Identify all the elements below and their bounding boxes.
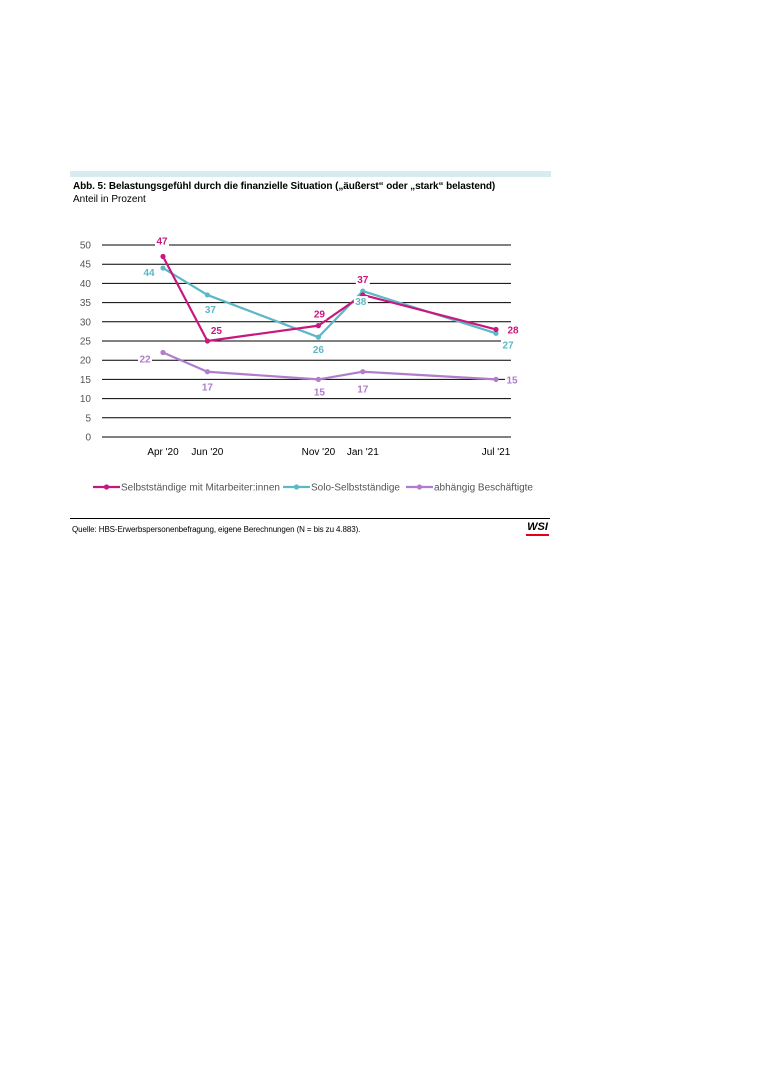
footer-rule [70,518,550,519]
x-tick-label: Jun '20 [191,447,223,458]
data-label: 15 [506,375,518,386]
y-tick-label: 30 [80,317,92,328]
grid-lines [102,244,511,438]
data-label: 25 [211,326,223,337]
data-label-bg [505,374,519,386]
logo-text: WSI [527,521,548,533]
data-label-bg [200,381,215,393]
legend-marker [293,484,300,490]
data-label: 37 [205,305,217,316]
header-band [70,171,551,177]
series-line [162,351,497,381]
series-lines [160,253,499,382]
data-label: 37 [357,275,369,286]
x-axis-ticks: Apr '20 Jun '20 Nov '20 Jan '21 Jul '21 [147,447,510,458]
chart-title: Abb. 5: Belastungsgefühl durch die finan… [73,181,496,192]
source-note: Quelle: HBS-Erwerbspersonenbefragung, ei… [72,525,361,534]
y-tick-label: 50 [80,241,92,252]
data-label: 29 [314,310,326,321]
data-label-bg [203,303,218,315]
x-tick-label: Nov '20 [302,447,336,458]
data-point [204,292,210,298]
data-label-bg [506,324,520,336]
y-tick-label: 45 [80,260,92,271]
legend-label: Selbstständige mit Mitarbeiter:innen [121,483,280,494]
y-tick-label: 15 [80,375,92,386]
data-point [493,376,499,382]
y-tick-label: 5 [85,413,91,424]
wsi-logo: WSI [526,522,549,536]
data-label-bg [353,296,368,308]
data-label: 17 [357,385,369,396]
legend-marker [103,484,110,490]
x-tick-label: Jan '21 [347,447,379,458]
data-label-bg [355,273,370,285]
x-tick-label: Jul '21 [482,447,511,458]
data-label-bg [138,353,152,365]
data-point [160,265,166,271]
data-label: 26 [313,345,325,356]
y-tick-label: 10 [80,394,92,405]
data-point [360,288,366,294]
data-label-bg [311,344,326,356]
logo-accent-bar [526,534,549,536]
y-tick-label: 25 [80,337,92,348]
data-label-bg [209,325,224,336]
data-point [315,323,321,329]
y-axis-ticks: 0 5 10 15 20 25 30 35 40 45 50 [80,241,92,444]
data-label: 27 [502,340,514,351]
chart-subtitle: Anteil in Prozent [73,194,146,205]
data-label: 28 [507,325,519,336]
chart-legend: Selbstständige mit Mitarbeiter:innen Solo… [93,483,533,494]
data-label: 47 [156,237,168,248]
data-label-bg [155,235,169,247]
legend-label: abhängig Beschäftigte [434,483,533,494]
x-tick-label: Apr '20 [147,447,179,458]
data-point [493,330,499,336]
data-label: 15 [314,387,326,398]
line-chart: 0 5 10 15 20 25 30 35 40 45 50 Apr '20 Jun '20 Nov '… [80,235,533,494]
data-label-bg [501,339,515,351]
legend-marker [416,484,423,490]
data-point [204,369,210,375]
data-point [204,338,210,344]
data-label-bg [142,267,156,279]
data-point [160,349,166,356]
data-label-bg [312,308,327,320]
data-label: 38 [355,297,367,308]
data-point [493,326,499,333]
data-label: 44 [143,268,155,279]
data-label: 17 [202,383,214,394]
data-label-bg [312,386,327,398]
data-labels: 47 25 29 37 28 44 37 26 38 27 22 17 15 17 15 [138,235,520,398]
y-tick-label: 35 [80,298,92,309]
legend-label: Solo-Selbstständige [311,483,400,494]
data-label-bg [355,383,370,395]
y-tick-label: 20 [80,356,92,367]
data-point [360,369,366,375]
data-point [160,253,166,260]
y-tick-label: 0 [85,433,91,444]
data-point [315,334,321,340]
y-tick-label: 40 [80,279,92,290]
data-point [315,376,321,382]
data-label: 22 [139,355,151,366]
